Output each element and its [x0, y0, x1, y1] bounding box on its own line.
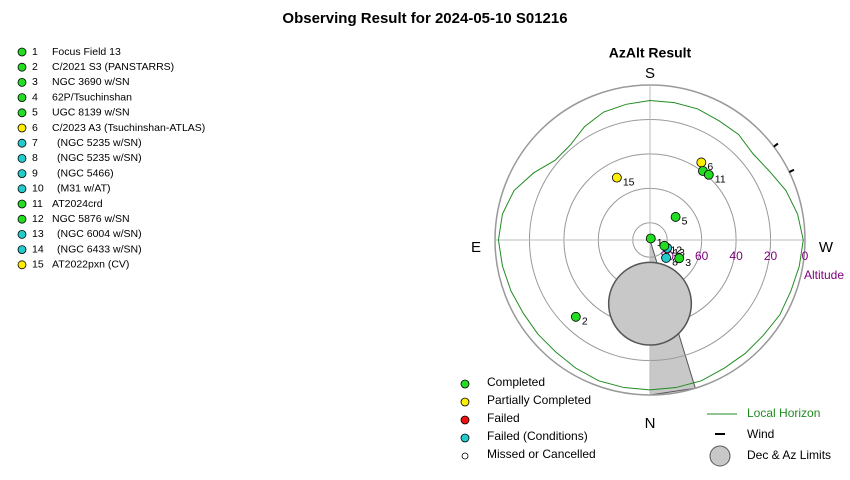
point-label: 12: [670, 245, 682, 257]
target-point: [645, 233, 656, 244]
legend-dot: [460, 397, 470, 407]
status-dot: [17, 62, 27, 72]
altitude-tick-label: 20: [764, 249, 778, 263]
status-dot: [17, 138, 27, 148]
target-name: AT2024crd: [52, 198, 103, 210]
dec-limit: [607, 261, 693, 346]
status-dot: [17, 214, 27, 224]
point-label: 2: [582, 316, 588, 328]
legend-label: Dec & Az Limits: [747, 448, 831, 462]
target-name: NGC 5876 w/SN: [52, 213, 130, 225]
target-number: 4: [32, 91, 38, 103]
target-name: NGC 3690 w/SN: [52, 76, 130, 88]
target-number: 1: [32, 46, 38, 58]
target-name: (NGC 5235 w/SN): [57, 137, 142, 149]
target-number: 11: [32, 198, 43, 210]
legend-label: Partially Completed: [487, 393, 591, 407]
target-point: [661, 253, 672, 263]
target-point: [674, 253, 685, 264]
status-dot: [17, 199, 27, 209]
status-dot: [17, 229, 27, 239]
wind-mark: [788, 168, 795, 173]
status-dot: [17, 108, 27, 118]
target-number: 9: [32, 167, 38, 179]
target-name: (M31 w/AT): [57, 183, 110, 195]
target-number: 3: [32, 76, 38, 88]
target-point: [703, 169, 714, 180]
target-name: (NGC 5466): [57, 167, 114, 179]
target-name: AT2022pxn (CV): [52, 259, 129, 271]
status-dot: [17, 78, 27, 87]
chart-title: Observing Result for 2024-05-10 S01216: [282, 10, 567, 27]
legend-dot: [460, 433, 470, 443]
target-point: [570, 311, 581, 322]
legend-label: Completed: [487, 375, 545, 389]
local-horizon: [497, 99, 804, 391]
status-dot: [17, 245, 27, 255]
target-point: [611, 172, 622, 183]
legend-label: Missed or Cancelled: [487, 447, 596, 461]
target-name: (NGC 5235 w/SN): [57, 152, 142, 164]
target-name: (NGC 6004 w/SN): [57, 228, 142, 240]
point-label: 6: [707, 161, 713, 173]
target-number: 6: [32, 122, 38, 134]
legend-dot: [461, 452, 469, 460]
status-dot: [17, 184, 27, 194]
legend-label: Local Horizon: [747, 406, 820, 420]
status-dot: [17, 260, 27, 270]
direction-label: W: [819, 239, 834, 256]
legend-dot: [460, 379, 470, 389]
chart-subtitle: AzAlt Result: [609, 45, 692, 61]
direction-label: E: [471, 239, 481, 256]
legend-dot: [460, 415, 470, 425]
point-label: 13: [673, 247, 685, 259]
point-label: 1: [657, 237, 663, 249]
status-dot: [17, 47, 27, 57]
target-name: Focus Field 13: [52, 46, 121, 58]
point-label: 11: [715, 174, 726, 186]
target-point: [696, 157, 707, 168]
target-number: 8: [32, 152, 38, 164]
altitude-tick-label: 0: [802, 249, 809, 263]
target-name: UGC 8139 w/SN: [52, 107, 130, 119]
point-label: 8: [672, 257, 678, 269]
target-number: 10: [32, 183, 44, 195]
target-list: 1 Focus Field 13 2 C/2021 S3 (PANSTARRS) 3 NG…: [17, 46, 205, 271]
target-name: C/2023 A3 (Tsuchinshan-ATLAS): [52, 122, 205, 134]
direction-label: N: [645, 415, 656, 432]
target-name: (NGC 6433 w/SN): [57, 243, 142, 255]
altitude-tick-label: 60: [695, 249, 709, 263]
target-number: 15: [32, 259, 44, 271]
target-number: 13: [32, 228, 44, 240]
wind-mark: [773, 142, 779, 148]
target-point: [659, 240, 670, 251]
target-name: C/2021 S3 (PANSTARRS): [52, 61, 174, 73]
status-dot: [17, 93, 27, 102]
point-label: 3: [685, 257, 691, 269]
target-number: 2: [32, 61, 38, 73]
target-point: [670, 212, 681, 222]
axis-title: Altitude: [804, 268, 844, 282]
legend-label: Wind: [747, 427, 774, 441]
target-number: 5: [32, 107, 38, 119]
altitude-tick-label: 40: [729, 249, 743, 263]
status-dot: [17, 153, 27, 163]
legend-label: Failed (Conditions): [487, 429, 588, 443]
target-number: 14: [32, 243, 44, 255]
point-label: 15: [623, 176, 635, 188]
point-label: 5: [682, 216, 688, 228]
direction-label: S: [645, 65, 655, 82]
legend-limits: [709, 445, 731, 467]
legend-label: Failed: [487, 411, 520, 425]
target-name: 62P/Tsuchinshan: [52, 91, 132, 103]
target-number: 12: [32, 213, 44, 225]
status-dot: [17, 123, 27, 133]
status-dot: [17, 169, 27, 179]
target-number: 7: [32, 137, 38, 149]
